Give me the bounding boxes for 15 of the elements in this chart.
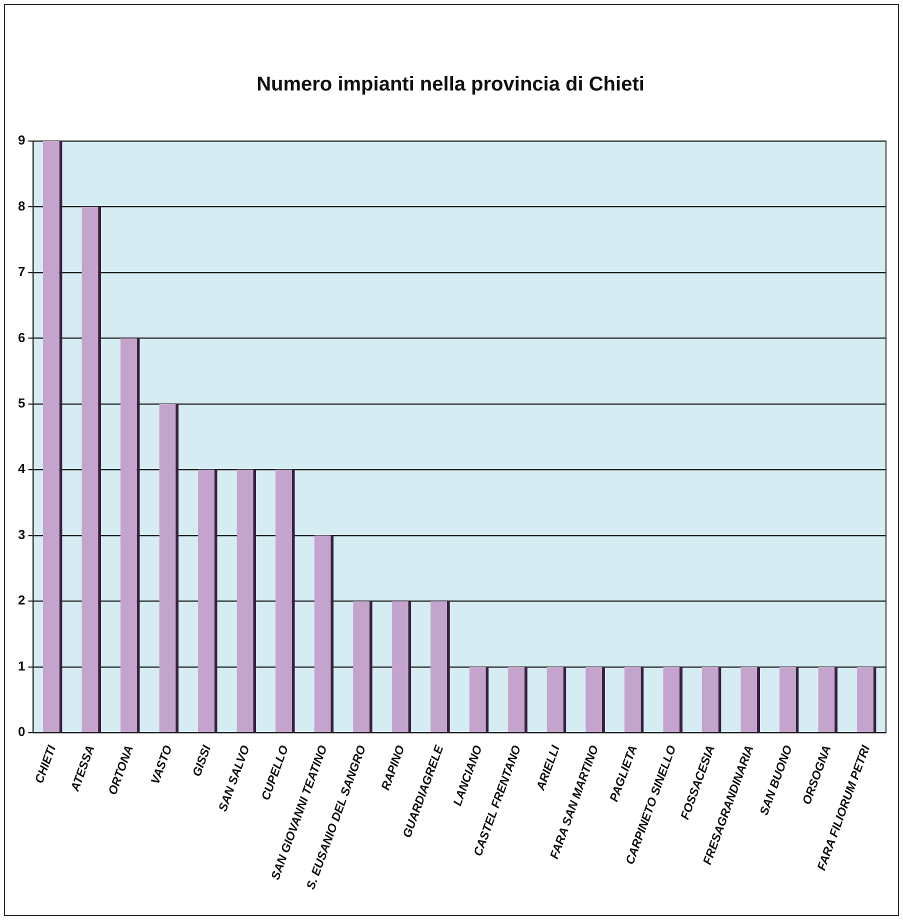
x-tick-label: VASTO xyxy=(148,742,176,786)
y-tick-label: 9 xyxy=(18,132,26,148)
x-tick-label: CHIETI xyxy=(32,742,59,786)
y-tick-label: 8 xyxy=(18,198,26,214)
y-tick-label: 6 xyxy=(18,330,26,345)
y-tick-label: 7 xyxy=(18,264,26,280)
chart-title: Numero impianti nella provincia di Chieti xyxy=(256,74,644,96)
y-tick-label: 4 xyxy=(18,461,26,476)
y-tick-label: 5 xyxy=(18,396,26,411)
y-tick-label: 3 xyxy=(18,526,26,542)
y-tick-label: 2 xyxy=(18,592,26,608)
y-tick-label: 0 xyxy=(18,724,26,740)
y-tick-label: 1 xyxy=(18,658,26,674)
x-tick-label: GISSI xyxy=(190,742,214,778)
x-tick-label: SAN SALVO xyxy=(216,742,253,814)
